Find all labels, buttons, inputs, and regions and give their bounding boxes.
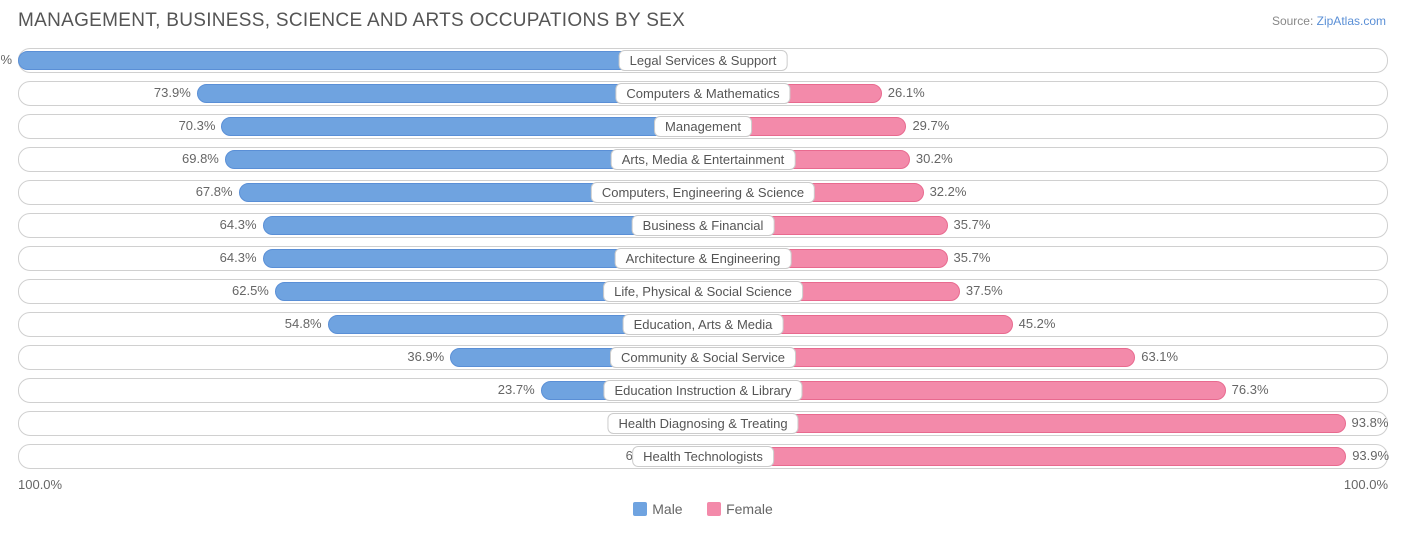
chart-row: 23.7% 76.3% Education Instruction & Librar… bbox=[18, 378, 1388, 403]
chart-row: 36.9% 63.1% Community & Social Service bbox=[18, 345, 1388, 370]
source-link[interactable]: ZipAtlas.com bbox=[1317, 14, 1386, 28]
male-pct-label: 54.8% bbox=[285, 316, 322, 331]
female-pct-label: 30.2% bbox=[916, 151, 953, 166]
legend-item-female: Female bbox=[707, 501, 773, 517]
legend-item-male: Male bbox=[633, 501, 682, 517]
legend-swatch-female bbox=[707, 502, 721, 516]
male-pct-label: 70.3% bbox=[179, 118, 216, 133]
female-pct-label: 32.2% bbox=[930, 184, 967, 199]
male-pct-label: 73.9% bbox=[154, 85, 191, 100]
row-category-label: Community & Social Service bbox=[610, 347, 796, 368]
chart-row: 100.0%0.0%Legal Services & Support bbox=[18, 48, 1388, 73]
chart-row: 73.9% 26.1% Computers & Mathematics bbox=[18, 81, 1388, 106]
female-pct-label: 29.7% bbox=[912, 118, 949, 133]
male-pct-label: 69.8% bbox=[182, 151, 219, 166]
chart-row: 67.8% 32.2% Computers, Engineering & Scien… bbox=[18, 180, 1388, 205]
female-pct-label: 37.5% bbox=[966, 283, 1003, 298]
female-pct-label: 76.3% bbox=[1232, 382, 1269, 397]
row-category-label: Education, Arts & Media bbox=[623, 314, 784, 335]
chart-row: 6.1%93.9%Health Technologists bbox=[18, 444, 1388, 469]
axis-label-right: 100.0% bbox=[1344, 477, 1388, 492]
male-pct-label: 62.5% bbox=[232, 283, 269, 298]
row-category-label: Health Diagnosing & Treating bbox=[607, 413, 798, 434]
chart-row: 70.3% 29.7% Management bbox=[18, 114, 1388, 139]
female-bar bbox=[703, 447, 1346, 466]
female-pct-label: 63.1% bbox=[1141, 349, 1178, 364]
chart-area: 100.0%0.0%Legal Services & Support 73.9% 2… bbox=[18, 48, 1388, 469]
chart-title: MANAGEMENT, BUSINESS, SCIENCE AND ARTS O… bbox=[18, 10, 1388, 32]
male-pct-label: 64.3% bbox=[220, 217, 257, 232]
axis-label-left: 100.0% bbox=[18, 477, 62, 492]
chart-row: 62.5% 37.5% Life, Physical & Social Scienc… bbox=[18, 279, 1388, 304]
row-category-label: Management bbox=[654, 116, 752, 137]
female-bar bbox=[703, 414, 1346, 433]
female-pct-label: 35.7% bbox=[954, 250, 991, 265]
chart-row: 54.8% 45.2% Education, Arts & Media bbox=[18, 312, 1388, 337]
legend-label-female: Female bbox=[726, 501, 773, 517]
male-pct-label: 67.8% bbox=[196, 184, 233, 199]
male-pct-label: 23.7% bbox=[498, 382, 535, 397]
female-pct-label: 93.9% bbox=[1352, 448, 1389, 463]
row-category-label: Computers, Engineering & Science bbox=[591, 182, 815, 203]
female-pct-label: 93.8% bbox=[1352, 415, 1389, 430]
legend-label-male: Male bbox=[652, 501, 682, 517]
chart-row: 69.8% 30.2% Arts, Media & Entertainment bbox=[18, 147, 1388, 172]
row-category-label: Health Technologists bbox=[632, 446, 774, 467]
male-pct-label: 100.0% bbox=[0, 52, 12, 67]
male-pct-label: 36.9% bbox=[407, 349, 444, 364]
legend: Male Female bbox=[18, 501, 1388, 519]
x-axis: 100.0% 100.0% bbox=[18, 477, 1388, 499]
source-prefix: Source: bbox=[1272, 14, 1317, 28]
male-bar bbox=[18, 51, 703, 70]
male-pct-label: 64.3% bbox=[220, 250, 257, 265]
row-category-label: Business & Financial bbox=[632, 215, 775, 236]
row-category-label: Legal Services & Support bbox=[619, 50, 788, 71]
chart-row: 64.3% 35.7% Architecture & Engineering bbox=[18, 246, 1388, 271]
female-pct-label: 26.1% bbox=[888, 85, 925, 100]
chart-row: 6.3%93.8%Health Diagnosing & Treating bbox=[18, 411, 1388, 436]
female-pct-label: 45.2% bbox=[1019, 316, 1056, 331]
source-attribution: Source: ZipAtlas.com bbox=[1272, 14, 1386, 28]
legend-swatch-male bbox=[633, 502, 647, 516]
chart-row: 64.3% 35.7% Business & Financial bbox=[18, 213, 1388, 238]
row-category-label: Architecture & Engineering bbox=[615, 248, 792, 269]
row-category-label: Arts, Media & Entertainment bbox=[611, 149, 796, 170]
female-pct-label: 35.7% bbox=[954, 217, 991, 232]
male-bar bbox=[221, 117, 703, 136]
row-category-label: Computers & Mathematics bbox=[615, 83, 790, 104]
row-category-label: Education Instruction & Library bbox=[603, 380, 802, 401]
row-category-label: Life, Physical & Social Science bbox=[603, 281, 803, 302]
